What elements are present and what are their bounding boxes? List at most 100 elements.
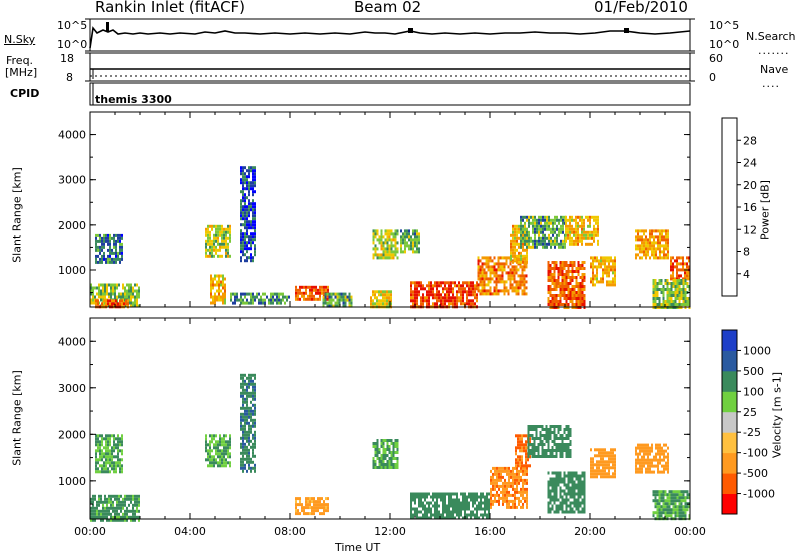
power-colorbar-label-0: 4 [743,268,750,281]
velocity-ytick-label-0: 1000 [58,475,86,488]
velocity-region-12 [635,443,669,474]
velocity-colorbar-label-3: 25 [743,406,757,419]
velocity-frame [89,317,691,520]
power-region-20 [670,256,690,281]
velocity-colorbar-label-2: 100 [743,385,764,398]
power-region-11 [370,290,392,309]
cpid-value: themis 3300 [95,93,172,106]
velocity-y-axis-label: Slant Range [km] [10,370,24,466]
velocity-colorbar-label-7: -1000 [743,488,775,501]
power-region-7 [295,285,329,301]
power-colorbar-label-4: 20 [743,179,757,192]
power-region-15 [520,215,566,249]
velocity-colorbar-cell-6 [722,370,737,392]
power-colorbar-label-6: 28 [743,134,757,147]
velocity-colorbar-label-1: 500 [743,365,764,378]
x-tick-label-3: 12:00 [374,525,406,538]
velocity-colorbar-label-0: 1000 [743,344,771,357]
power-colorbar-label: Power [dB] [758,180,772,240]
nave-legend-dots: .... [762,77,780,90]
velocity-colorbar-cell-1 [722,473,737,494]
velocity-region-13 [652,490,691,521]
velocity-region-1 [90,494,140,522]
date-title: 01/Feb/2010 [594,0,688,16]
velocity-colorbar-cell-2 [722,452,737,474]
power-region-18 [590,256,616,287]
velocity-region-6 [410,492,490,520]
nsky-spike-2 [408,28,413,33]
freq-tick-top: 18 [60,52,74,65]
power-region-17 [547,261,586,309]
velocity-ytick-label-3: 4000 [58,335,86,348]
velocity-region-7 [490,466,528,509]
power-colorbar-label-5: 24 [743,157,757,170]
freq-label: Freq. [6,54,34,67]
nsearch-legend-dots: ....... [758,44,790,57]
nave-tick-top: 60 [709,52,723,65]
nsky-tick-top: 10^5 [57,19,88,32]
nsky-spike-1 [106,22,109,31]
nsky-frame [89,18,691,52]
velocity-region-9 [527,425,572,458]
power-y-axis-label: Slant Range [km] [10,167,24,263]
velocity-region-0 [95,434,123,474]
x-axis-label: Time UT [335,541,381,554]
status-ticks [85,18,695,82]
velocity-region-4 [295,497,329,516]
power-region-8 [322,292,353,308]
velocity-colorbar-label-6: -500 [743,467,768,480]
nsky-trace [89,26,691,49]
power-colorbar-label-2: 12 [743,223,757,236]
velocity-ytick-label-1: 2000 [58,428,86,441]
power-region-12 [410,281,478,309]
nsky-spike-3 [624,28,629,33]
colorbars: 4 8 12 16 20 24 28 1000 500 100 25 -25 -100 -500 -1000 [721,117,775,515]
cpid-label: CPID [10,87,40,100]
velocity-colorbar-cell-0 [722,493,737,515]
power-colorbar-label-1: 8 [743,246,750,259]
power-panel: 1000 2000 3000 4000 [58,111,691,309]
velocity-panel: 1000 2000 3000 4000 00:00 04:00 08:00 12:00 16:0… [58,317,706,538]
x-tick-label-5: 20:00 [574,525,606,538]
power-region-3 [205,224,231,258]
power-region-0 [95,233,123,264]
power-region-19 [635,229,669,260]
velocity-colorbar-cell-5 [722,391,737,413]
power-colorbar-frame [721,117,738,297]
nsearch-tick-bottom: 10^0 [709,38,740,51]
power-region-21 [652,279,691,309]
nsky-label: N.Sky [4,33,36,46]
nsearch-tick-top: 10^5 [709,19,740,32]
x-tick-label-0: 00:00 [74,525,106,538]
velocity-region-3 [240,373,256,473]
velocity-colorbar-frame [721,329,738,515]
velocity-region-11 [590,448,616,479]
freq-frame [89,52,691,82]
station-title: Rankin Inlet (fitACF) [95,0,246,16]
x-tick-label-1: 04:00 [174,525,206,538]
velocity-region-2 [205,434,231,468]
power-region-4 [210,274,226,305]
nsearch-label: N.Search [746,30,796,43]
beam-title: Beam 02 [354,0,422,16]
nave-tick-bottom: 0 [709,71,716,84]
power-region-10 [400,229,420,254]
freq-tick-bottom: 8 [66,71,73,84]
power-region-16 [565,215,599,246]
power-ytick-label-2: 3000 [58,174,86,187]
velocity-ytick-label-2: 3000 [58,382,86,395]
velocity-colorbar-label-4: -25 [743,426,761,439]
velocity-colorbar-cell-4 [722,411,737,433]
power-region-5 [240,166,256,263]
velocity-colorbar-cell-3 [722,432,737,454]
power-region-6 [230,292,290,305]
x-tick-label-2: 08:00 [274,525,306,538]
power-region-9 [372,229,399,260]
nsky-tick-bottom: 10^0 [57,38,88,51]
power-ytick-label-1: 2000 [58,219,86,232]
velocity-colorbar-label: Velocity [m s-1] [770,371,784,459]
velocity-region-5 [372,439,399,469]
power-ytick-label-0: 1000 [58,264,86,277]
nave-label: Nave [760,63,789,76]
